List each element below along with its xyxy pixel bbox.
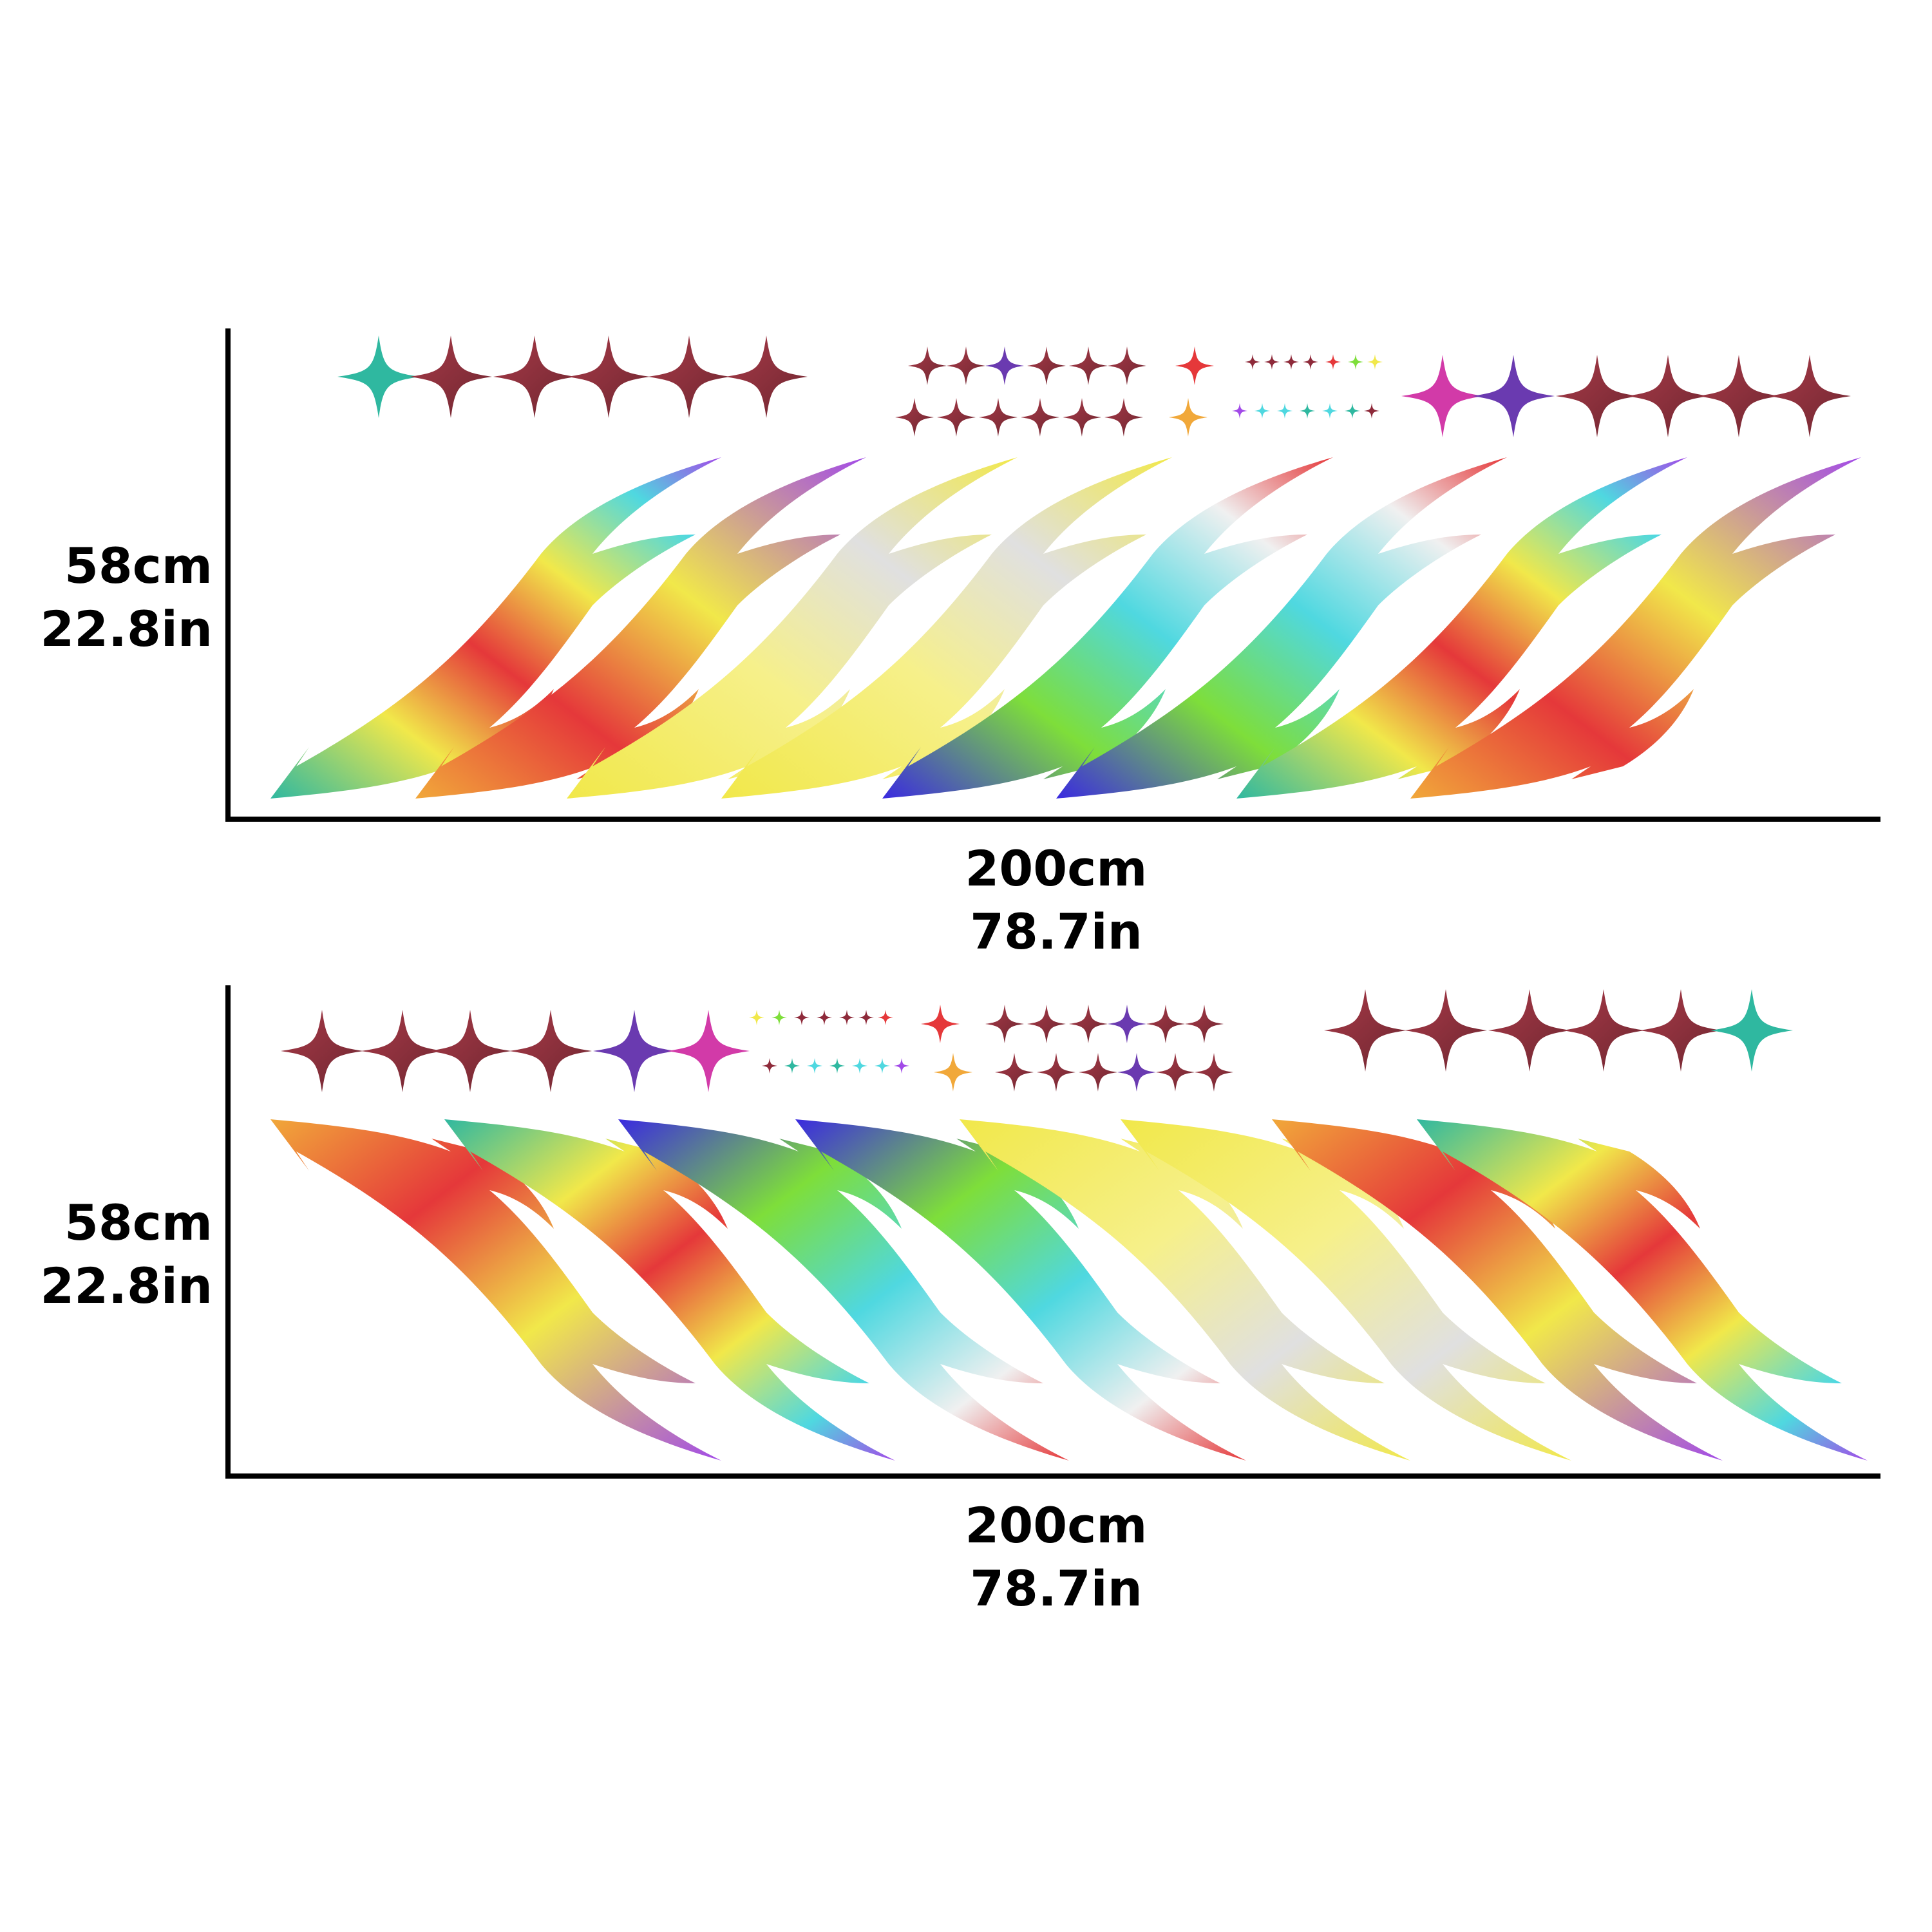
sparkle-star-icon [1232, 354, 1383, 419]
flame-stripe-icon [270, 457, 1861, 799]
panel-1-height-label: 58cm 22.8in [6, 535, 213, 661]
panel-2 [225, 985, 1880, 1479]
panel-1 [225, 328, 1880, 822]
panel-2-width-imperial: 78.7in [970, 1560, 1142, 1617]
panel-1-height-imperial: 22.8in [40, 600, 213, 658]
sparkle-star-icon [921, 1005, 1233, 1092]
sparkle-star-icon [281, 1010, 750, 1092]
sparkle-star-icon [1401, 355, 1851, 437]
panel-1-width-label: 200cm 78.7in [863, 837, 1249, 963]
panel-2-height-label: 58cm 22.8in [6, 1191, 213, 1318]
panel-1-width-metric: 200cm [965, 840, 1148, 897]
sparkle-star-icon [337, 336, 808, 418]
panel-1-height-metric: 58cm [64, 537, 213, 594]
panel-2-height-imperial: 22.8in [40, 1257, 213, 1314]
panel-1-width-imperial: 78.7in [970, 903, 1142, 960]
sparkle-star-icon [895, 346, 1214, 437]
sparkle-star-icon [749, 1010, 909, 1074]
panel-2-width-label: 200cm 78.7in [863, 1494, 1249, 1620]
panel-2-height-metric: 58cm [64, 1194, 213, 1251]
sparkle-star-icon [1324, 989, 1793, 1072]
flame-stripe-icon [270, 1119, 1868, 1461]
panel-2-width-metric: 200cm [965, 1497, 1148, 1554]
